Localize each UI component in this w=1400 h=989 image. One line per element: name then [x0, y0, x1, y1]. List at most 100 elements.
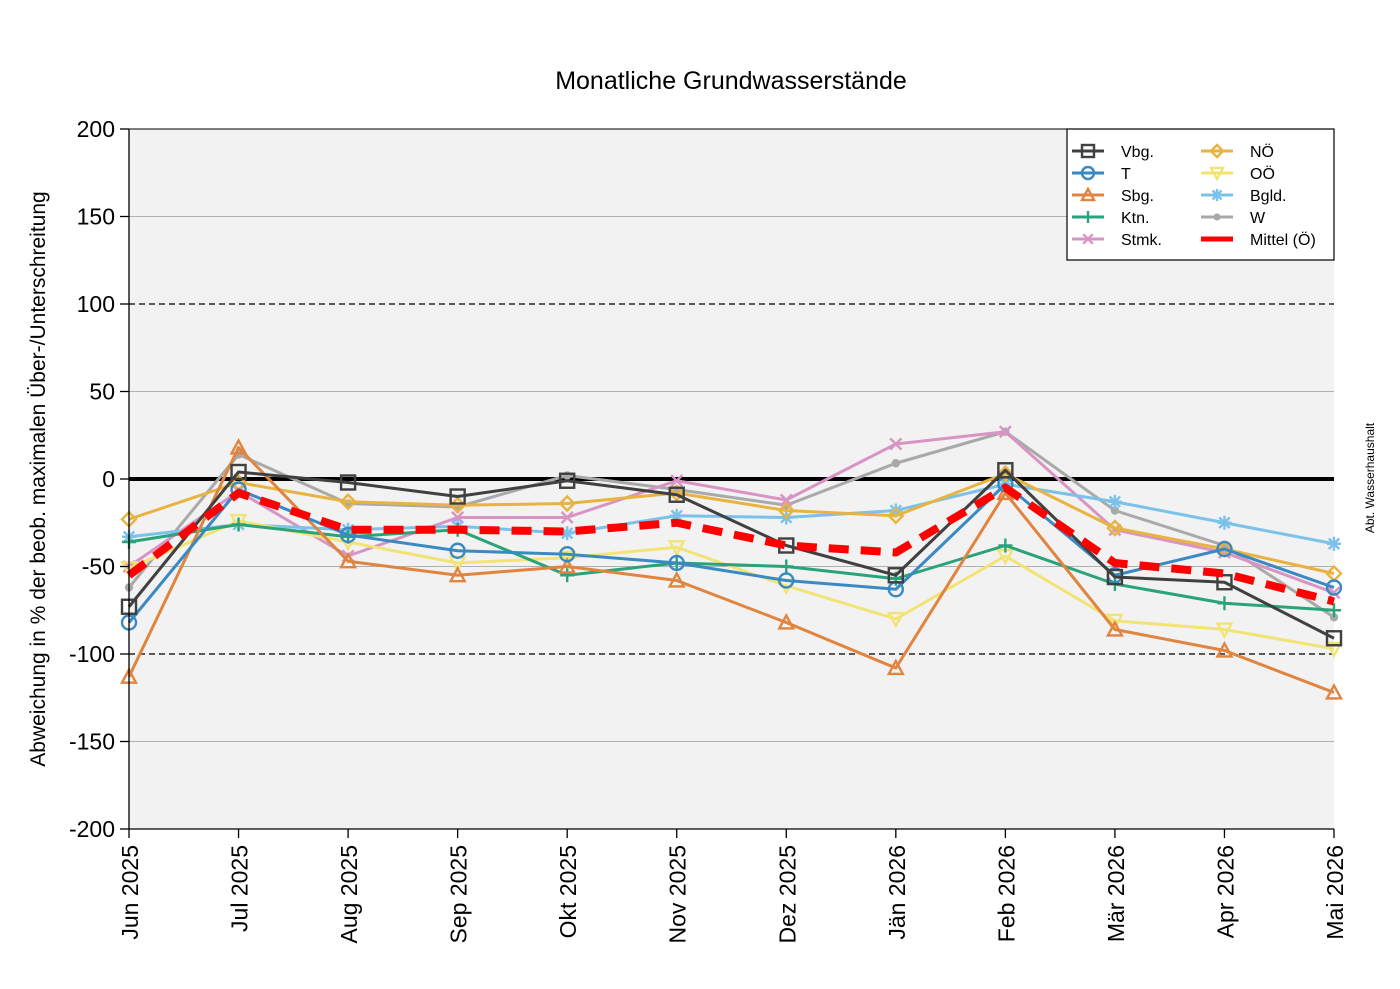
data-point	[560, 526, 575, 541]
data-point	[1105, 613, 1124, 631]
data-point	[339, 493, 357, 511]
data-point	[1215, 640, 1234, 658]
data-point	[668, 554, 685, 572]
legend-label: Sbg.	[1121, 188, 1154, 205]
x-tick-label: Mär 2026	[1103, 845, 1129, 942]
legend-box	[1066, 128, 1335, 261]
legend-item-w: W	[1201, 210, 1266, 227]
data-point	[1106, 519, 1124, 537]
series-mittel-oe	[126, 483, 1335, 606]
data-point	[1327, 536, 1341, 551]
x-tick-label: Mai 2026	[1322, 845, 1348, 940]
x-tick-label: Jän 2026	[884, 845, 910, 940]
series-line	[127, 446, 1335, 694]
data-point	[448, 565, 467, 583]
data-point	[1324, 641, 1344, 659]
legend-marker	[1082, 211, 1094, 223]
y-tick-label: -50	[82, 554, 115, 580]
legend-marker	[1080, 165, 1096, 181]
series-line	[128, 519, 1335, 651]
y-ticks: 200 150 100 50 0 -50 -100 -150 -200	[69, 116, 129, 842]
legend-item-ktn: Ktn.	[1072, 210, 1149, 227]
data-point	[670, 474, 684, 488]
grid	[129, 216, 1334, 742]
data-point	[998, 538, 1013, 553]
legend-label: Mittel (Ö)	[1250, 231, 1316, 249]
data-point	[339, 551, 358, 569]
series-line	[128, 430, 1335, 595]
x-tick-label: Jul 2025	[227, 845, 253, 932]
legend-marker	[1209, 143, 1225, 159]
legend-marker	[1082, 233, 1094, 245]
data-point	[778, 572, 795, 589]
data-point	[888, 503, 903, 518]
data-point	[560, 568, 575, 583]
data-point	[449, 488, 466, 505]
data-point	[1110, 506, 1120, 515]
data-point	[558, 472, 576, 489]
data-point	[777, 612, 796, 630]
legend-label: Vbg.	[1121, 144, 1154, 161]
data-point	[1325, 630, 1343, 647]
legend-label: Bgld.	[1250, 188, 1286, 205]
data-point	[1325, 579, 1343, 596]
data-point	[887, 507, 905, 525]
data-point	[891, 459, 901, 468]
legend-item-stmk: Stmk.	[1072, 232, 1162, 249]
series-line	[128, 523, 1335, 612]
legend-item-t: T	[1072, 165, 1131, 183]
data-point	[339, 526, 357, 544]
legend-marker	[1213, 213, 1221, 221]
x-tick-label: Nov 2025	[665, 845, 691, 943]
x-tick-label: Aug 2025	[336, 845, 362, 943]
legend-marker	[1079, 186, 1097, 202]
data-point	[889, 437, 903, 451]
data-point	[558, 494, 576, 513]
data-point	[449, 542, 466, 559]
data-point	[231, 517, 246, 532]
data-point	[1327, 603, 1341, 618]
legend-label: OÖ	[1250, 165, 1275, 183]
data-point	[1215, 622, 1234, 640]
data-point	[1217, 596, 1232, 611]
legend-item-bgld: Bgld.	[1201, 188, 1286, 205]
y-tick-label: 200	[77, 116, 115, 142]
data-point	[668, 484, 686, 502]
y-tick-label: -150	[69, 729, 115, 755]
data-point	[777, 501, 795, 520]
data-point	[667, 570, 686, 588]
data-point	[560, 511, 574, 524]
y-tick-label: -100	[69, 641, 115, 667]
legend-label: NÖ	[1250, 143, 1274, 161]
data-point	[669, 508, 684, 523]
data-point	[887, 567, 905, 584]
data-point	[998, 425, 1012, 439]
x-tick-label: Feb 2026	[993, 845, 1019, 942]
data-point	[229, 513, 248, 531]
data-point	[1216, 574, 1233, 591]
x-tick-label: Sep 2025	[446, 845, 472, 943]
data-point	[558, 556, 577, 574]
data-point	[558, 550, 577, 568]
data-point	[667, 540, 686, 557]
data-point	[886, 658, 905, 676]
legend-item-ooe: OÖ	[1201, 165, 1275, 183]
chart-title: Monatliche Grundwasserstände	[555, 67, 907, 95]
y-tick-label: 50	[89, 379, 115, 405]
x-ticks: Jun 2025 Jul 2025 Aug 2025 Sep 2025 Okt 2025…	[117, 829, 1348, 943]
series-line	[128, 472, 1335, 575]
series-line	[127, 430, 1335, 619]
y-tick-label: -200	[69, 816, 115, 842]
data-point	[339, 474, 357, 491]
legend: Vbg. T Sbg. Ktn. Stmk. NÖ OÖ Bgld. W Mittel (Ö)	[1066, 128, 1335, 261]
data-point	[229, 437, 248, 455]
legend-item-sbg: Sbg.	[1072, 186, 1154, 205]
data-point	[230, 463, 247, 481]
data-point	[668, 486, 685, 503]
legend-item-vbg: Vbg.	[1072, 143, 1154, 161]
data-point	[1216, 540, 1233, 558]
x-tick-label: Jun 2025	[117, 845, 143, 940]
data-point	[1107, 494, 1122, 509]
legend-marker	[1080, 143, 1096, 159]
